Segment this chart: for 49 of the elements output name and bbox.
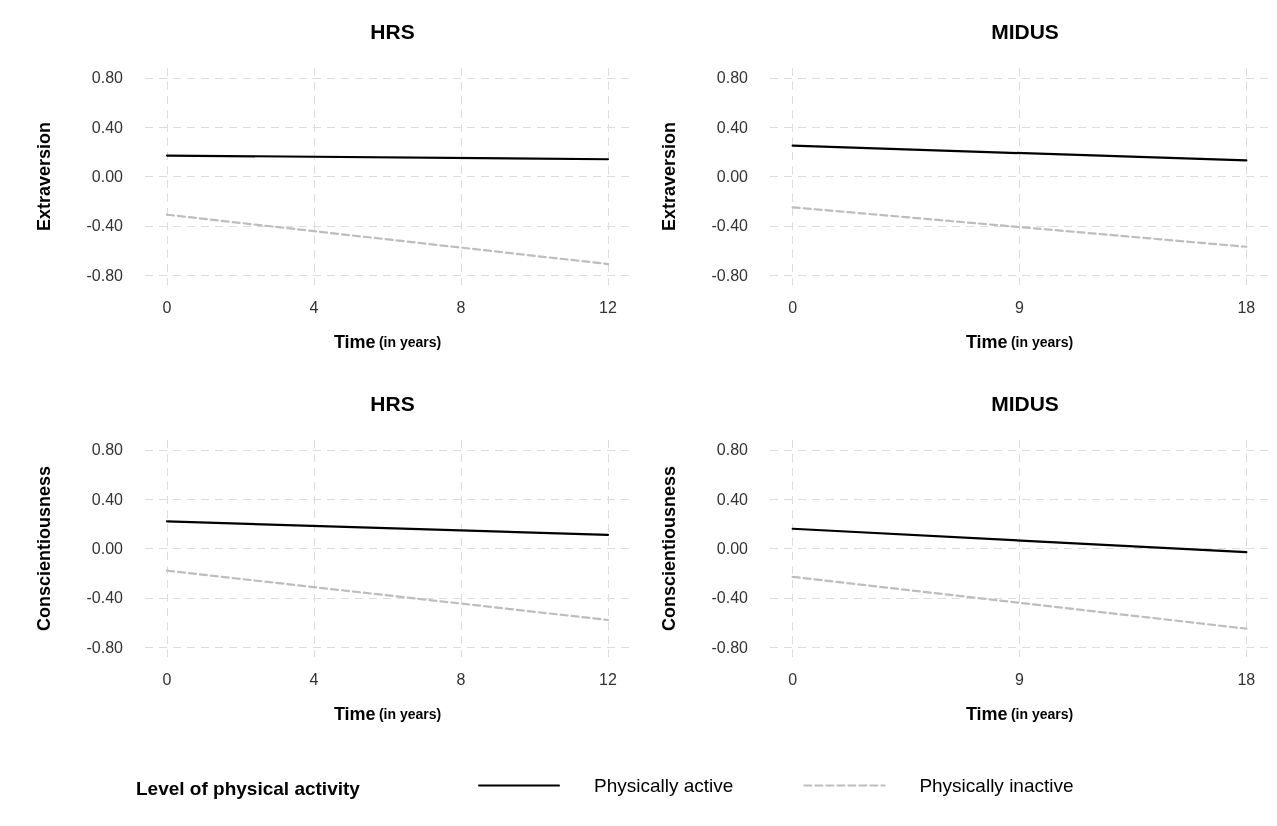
chart-title: MIDUS: [991, 20, 1059, 43]
x-axis-title: Time (in years): [965, 332, 1074, 352]
chart-title: HRS: [370, 392, 415, 415]
y-tick-label: 0.00: [91, 168, 124, 185]
x-tick-label: 18: [1237, 670, 1256, 688]
x-tick-label: 0: [788, 298, 798, 316]
chart-title: MIDUS: [991, 392, 1059, 415]
x-tick-label: 12: [599, 670, 617, 688]
y-tick-label: 0.80: [91, 69, 124, 87]
y-tick-label: -0.80: [86, 638, 124, 656]
y-tick-label: 0.00: [716, 540, 749, 557]
legend-label: Physically inactive: [919, 775, 1074, 796]
x-axis-title: Time (in years): [333, 704, 442, 724]
x-tick-label: 9: [1015, 298, 1025, 316]
x-tick-label: 12: [599, 298, 617, 316]
x-tick-label: 8: [456, 298, 466, 316]
legend-label: Physically active: [594, 775, 734, 796]
y-tick-label: -0.40: [86, 217, 124, 235]
y-tick-label: -0.40: [86, 589, 124, 607]
y-tick-label: 0.80: [91, 441, 124, 459]
x-tick-label: 0: [162, 298, 172, 316]
y-tick-label: -0.40: [711, 589, 749, 607]
x-axis-title: Time (in years): [965, 704, 1074, 724]
x-tick-label: 18: [1237, 298, 1256, 316]
y-tick-label: -0.80: [711, 638, 749, 656]
x-tick-label: 8: [456, 670, 466, 688]
y-tick-label: 0.00: [716, 168, 749, 185]
legend-title: Level of physical activity: [136, 778, 361, 799]
y-tick-label: 0.40: [91, 490, 124, 508]
x-tick-label: 0: [788, 670, 798, 688]
y-axis-title: Extraversion: [659, 121, 679, 232]
x-tick-label: 9: [1015, 670, 1025, 688]
y-tick-label: 0.40: [91, 118, 124, 136]
x-tick-label: 4: [309, 670, 319, 688]
y-tick-label: 0.40: [716, 490, 749, 508]
x-tick-label: 0: [162, 670, 172, 688]
x-tick-label: 4: [309, 298, 319, 316]
x-axis-title: Time (in years): [333, 332, 442, 352]
y-tick-label: 0.80: [716, 441, 749, 459]
y-tick-label: -0.40: [711, 217, 749, 235]
y-tick-label: -0.80: [86, 266, 124, 284]
y-axis-title: Extraversion: [34, 121, 54, 232]
y-axis-title: Conscientiousness: [659, 465, 679, 632]
chart-title: HRS: [370, 20, 415, 43]
y-tick-label: 0.00: [91, 540, 124, 557]
y-tick-label: 0.40: [716, 118, 749, 136]
y-axis-title: Conscientiousness: [34, 465, 54, 632]
y-tick-label: 0.80: [716, 69, 749, 87]
y-tick-label: -0.80: [711, 266, 749, 284]
